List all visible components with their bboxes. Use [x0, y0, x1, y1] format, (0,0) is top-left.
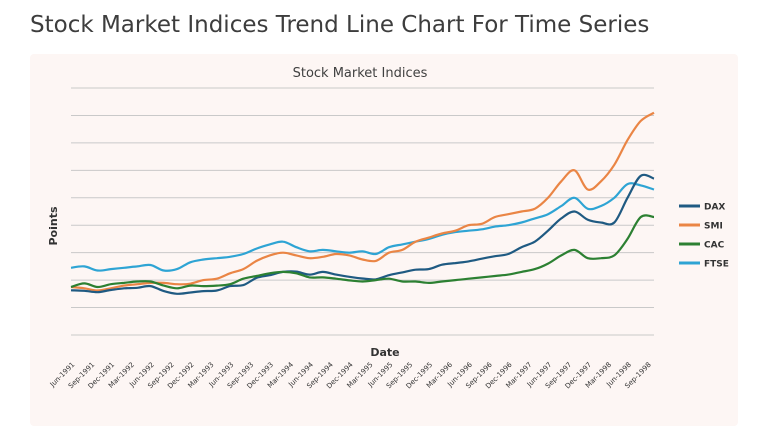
line-chart: Stock Market Indices Jun-1991Sep-1991Dec… [47, 66, 729, 390]
legend-label-ftse: FTSE [704, 260, 729, 270]
chart-panel: Stock Market Indices Jun-1991 Sep-1991 Dec… [30, 54, 738, 426]
series-line-ftse [70, 182, 655, 272]
x-tick-labels: Jun-1991Sep-1991Dec-1991Mar-1992Jun-1992… [48, 360, 653, 390]
slide-title: Stock Market Indices Trend Line Chart Fo… [30, 12, 650, 38]
series-lines [70, 111, 655, 295]
x-axis-label: Date [370, 346, 399, 359]
y-axis-label: Points [47, 206, 60, 245]
legend: DAX SMI CAC FTSE [679, 203, 729, 270]
legend-label-smi: SMI [704, 222, 723, 232]
series-line-dax [70, 173, 655, 295]
gridlines [71, 87, 654, 336]
chart-title: Stock Market Indices [293, 66, 428, 81]
series-line-smi [70, 111, 655, 292]
legend-label-cac: CAC [704, 241, 725, 251]
series-line-cac [70, 214, 655, 290]
legend-label-dax: DAX [704, 203, 725, 213]
